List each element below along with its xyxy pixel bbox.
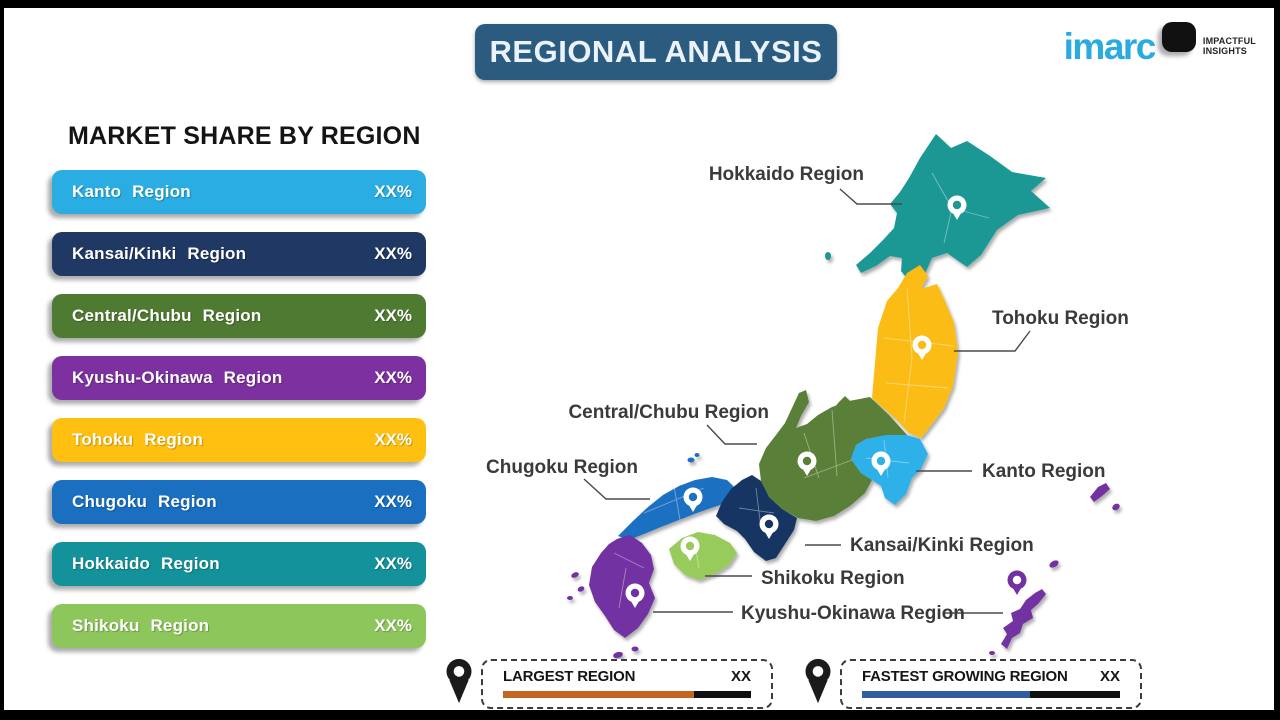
bar-label: Kyushu-Okinawa Region (72, 368, 283, 387)
map-pin-okinawa (1007, 570, 1027, 595)
islet-yakushima (613, 651, 623, 659)
largest-region-value: XX (730, 668, 751, 685)
bar-value: XX% (374, 492, 412, 511)
map-label-tohoku: Tohoku Region (992, 308, 1129, 329)
region-kansai (716, 475, 797, 561)
fastest-growing-meter (862, 691, 1120, 698)
islet-goto-3 (567, 596, 573, 600)
largest-region-label: LARGEST REGION (503, 668, 636, 685)
callout-chubu (706, 424, 757, 445)
map-label-kansai: Kansai/Kinki Region (850, 535, 1034, 556)
islet-okushiri (825, 252, 831, 260)
market-share-heading: MARKET SHARE BY REGION (68, 122, 421, 150)
callout-hokkaido (839, 188, 902, 205)
bar-value: XX% (374, 244, 412, 263)
map-pin-chubu (797, 451, 817, 476)
largest-region-meter (503, 691, 751, 698)
bar-label: Chugoku Region (72, 492, 217, 511)
region-shikoku (669, 532, 737, 580)
map-pin-kansai (759, 514, 779, 539)
bar-label: Central/Chubu Region (72, 306, 262, 325)
page-title: REGIONAL ANALYSIS (489, 34, 823, 69)
bar-kyushu-okinawa: Kyushu-Okinawa Region XX% (52, 356, 426, 400)
map-label-kanto: Kanto Region (982, 461, 1106, 482)
region-chugoku (618, 477, 737, 540)
map-pin-hokkaido (947, 195, 967, 220)
map-label-hokkaido: Hokkaido Region (709, 164, 864, 185)
islet-tanegashima (631, 646, 639, 652)
bar-label: Shikoku Region (72, 616, 210, 635)
region-chubu (759, 390, 907, 521)
map-pin-tohoku (912, 335, 932, 360)
map-pin-chugoku (683, 487, 703, 512)
page-title-box: REGIONAL ANALYSIS (475, 24, 837, 80)
map-pin-kyushu (625, 583, 645, 608)
imarc-logo: imarc IMPACTFUL INSIGHTS (1064, 22, 1256, 70)
callout-tohoku (954, 330, 1031, 352)
region-tohoku (872, 265, 958, 438)
bar-value: XX% (374, 554, 412, 573)
bar-chugoku: Chugoku Region XX% (52, 480, 426, 524)
bar-label: Kansai/Kinki Region (72, 244, 247, 263)
bar-kanto: Kanto Region XX% (52, 170, 426, 214)
bar-value: XX% (374, 182, 412, 201)
bar-value: XX% (374, 368, 412, 387)
bar-kansai: Kansai/Kinki Region XX% (52, 232, 426, 276)
bar-value: XX% (374, 430, 412, 449)
bar-hokkaido: Hokkaido Region XX% (52, 542, 426, 586)
callout-chugoku (583, 478, 650, 500)
fastest-growing-box: FASTEST GROWING REGION XX (840, 659, 1142, 709)
japan-map: Hokkaido Region Tohoku Region Central/Ch… (486, 134, 1129, 659)
map-label-kyushu-okinawa: Kyushu-Okinawa Region (741, 603, 965, 624)
fastest-growing-label: FASTEST GROWING REGION (862, 668, 1068, 685)
largest-region-box: LARGEST REGION XX (481, 659, 773, 709)
map-pin-kanto (871, 451, 891, 476)
logo-divider (1161, 22, 1196, 52)
island-amami-3 (1049, 560, 1059, 568)
region-kyushu (589, 535, 655, 638)
islet-oki-2 (694, 453, 700, 457)
logo-tagline: IMPACTFUL INSIGHTS (1202, 35, 1256, 56)
islet-goto-2 (577, 586, 585, 592)
islet-sado (830, 396, 850, 421)
bar-chubu: Central/Chubu Region XX% (52, 294, 426, 338)
bar-value: XX% (374, 306, 412, 325)
island-amami-2 (1112, 503, 1120, 511)
island-okinawa-main (1001, 589, 1046, 649)
imarc-logo-text: imarc (1063, 25, 1157, 67)
slide-canvas: REGIONAL ANALYSIS imarc IMPACTFUL INSIGH… (4, 8, 1274, 710)
bar-label: Tohoku Region (72, 430, 204, 449)
bar-value: XX% (374, 616, 412, 635)
market-share-bar-list: Kanto Region XX% Kansai/Kinki Region XX%… (52, 170, 426, 666)
island-kerama (989, 651, 995, 655)
bar-tohoku: Tohoku Region XX% (52, 418, 426, 462)
islet-oki-1 (687, 457, 695, 463)
map-pin-shikoku (680, 536, 700, 561)
largest-region-pin-icon (446, 658, 472, 704)
islet-goto-1 (571, 572, 579, 578)
bar-shikoku: Shikoku Region XX% (52, 604, 426, 648)
fastest-growing-value: XX (1099, 668, 1120, 685)
map-label-chugoku: Chugoku Region (486, 457, 638, 478)
map-label-shikoku: Shikoku Region (761, 568, 905, 589)
fastest-growing-pin-icon (805, 658, 831, 704)
bar-label: Hokkaido Region (72, 554, 220, 573)
callout-lines (583, 188, 1031, 614)
map-label-chubu: Central/Chubu Region (568, 402, 769, 423)
island-amami-1 (1090, 483, 1110, 502)
region-kanto (851, 435, 928, 505)
bar-label: Kanto Region (72, 182, 191, 201)
